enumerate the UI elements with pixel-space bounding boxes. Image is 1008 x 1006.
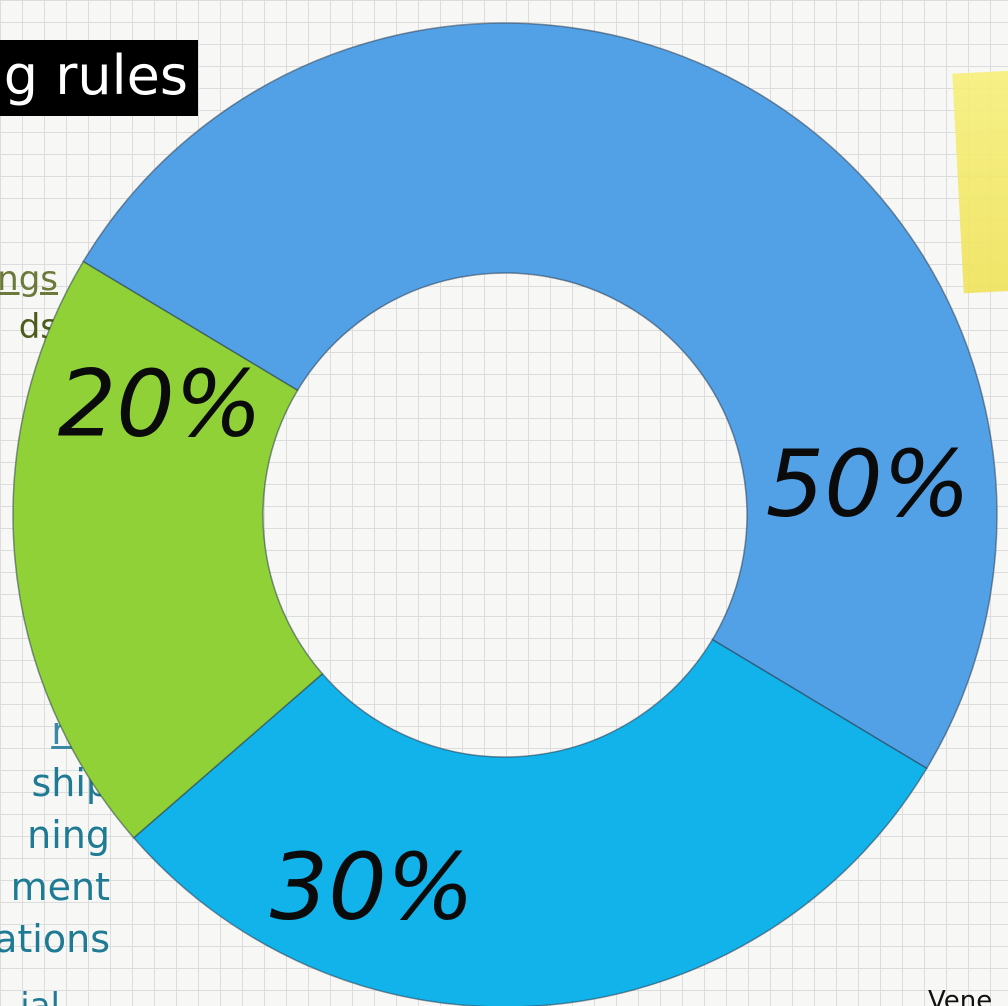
bottom-fragment: ial — [20, 986, 60, 1006]
slice-label-1: 50% — [766, 430, 970, 537]
blue-fragment-3: ning — [27, 813, 110, 857]
title-box: g rules — [0, 40, 198, 116]
green-fragment-1: ngs — [0, 259, 58, 299]
bottom-right-fragment: Vene — [928, 986, 993, 1006]
donut-slice-2 — [132, 638, 928, 1006]
slice-label-2: 30% — [270, 833, 474, 940]
donut-slice-1 — [82, 22, 998, 770]
bottom-right-text-fragment: Vene — [928, 985, 1008, 1006]
slice-label-3: 20% — [58, 350, 262, 457]
donut-slice-3 — [12, 260, 324, 839]
blue-fragment-4: ment — [10, 865, 110, 909]
donut-slices — [12, 22, 998, 1006]
donut-labels: 50% 30% 20% — [58, 350, 970, 940]
blue-fragment-5: ations — [0, 917, 110, 961]
title-text: g rules — [3, 44, 188, 107]
bottom-text-fragment: ial — [0, 982, 60, 1006]
